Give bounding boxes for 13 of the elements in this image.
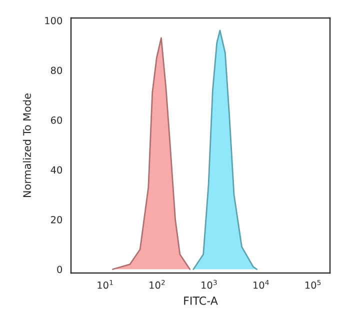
y-tick-label: 60	[50, 116, 62, 124]
y-tick-label: 100	[45, 16, 62, 24]
y-tick-label: 20	[51, 216, 62, 224]
y-tick-label: 40	[50, 166, 62, 174]
x-axis-title: FITC-A	[184, 296, 218, 305]
x-tick-label: 10$^{4}$	[254, 280, 269, 289]
y-tick-label: 0	[57, 266, 62, 274]
x-tick-label: 10$^{1}$	[98, 280, 113, 289]
x-tick-label: 10$^{3}$	[202, 280, 217, 289]
y-axis-title: Normalized To Mode	[22, 94, 31, 197]
x-tick-label: 10$^{5}$	[305, 280, 321, 289]
y-tick-label: 80	[50, 66, 62, 74]
x-tick-label: 10$^{2}$	[150, 280, 165, 289]
